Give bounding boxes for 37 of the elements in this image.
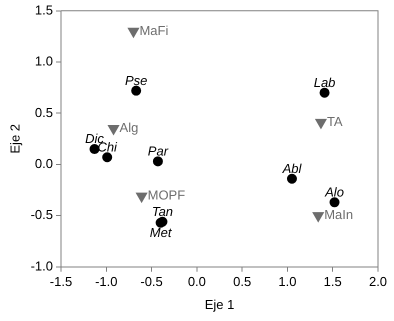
- point: [330, 197, 340, 208]
- y-tick-label: 0.0: [34, 156, 53, 171]
- x-tick-label: 1.0: [278, 274, 296, 290]
- point: [128, 28, 140, 38]
- point: [315, 118, 327, 129]
- data-label: Met: [150, 224, 173, 240]
- y-tick-label: 1.0: [34, 54, 53, 69]
- x-tick-label: 0.0: [188, 274, 206, 290]
- data-label: Par: [148, 143, 169, 158]
- data-label: Lab: [314, 74, 336, 90]
- x-tick-label: 0.5: [233, 274, 252, 290]
- point: [108, 125, 120, 136]
- data-label: Abl: [282, 160, 302, 176]
- data-label: Alo: [324, 184, 344, 200]
- point: [131, 86, 142, 96]
- data-label: MaIn: [324, 207, 354, 222]
- point: [102, 152, 112, 162]
- x-tick-label: 1.5: [324, 274, 342, 290]
- x-tick-label: 2.0: [368, 274, 388, 290]
- y-tick-label: 1.5: [34, 2, 53, 18]
- data-label: Alg: [120, 120, 138, 136]
- data-label: TA: [326, 114, 343, 129]
- data-label: MOPF: [148, 188, 186, 203]
- y-tick-label: -1.0: [30, 258, 53, 274]
- x-axis-title: Eje 1: [204, 296, 234, 312]
- x-tick-label: -1.0: [95, 274, 118, 290]
- point: [320, 88, 330, 98]
- y-tick-label: -0.5: [30, 207, 53, 222]
- data-label: MaFi: [139, 22, 168, 38]
- point: [286, 174, 297, 184]
- y-tick-label: 0.5: [34, 104, 53, 120]
- x-tick-label: -0.5: [140, 274, 163, 290]
- data-label: Tan: [152, 204, 174, 219]
- data-label: Pse: [124, 72, 148, 88]
- x-tick-label: -1.5: [50, 274, 72, 290]
- y-axis-title: Eje 2: [7, 124, 22, 154]
- point: [152, 156, 163, 166]
